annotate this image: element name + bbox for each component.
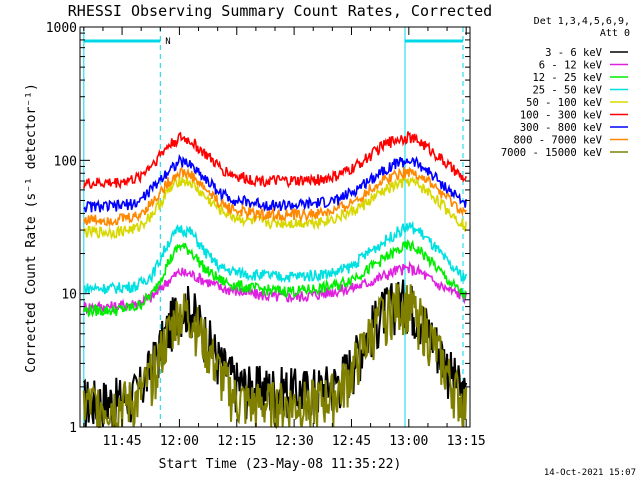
series-lines [82,131,468,430]
legend-entry-label: 300 - 800 keV [520,122,603,134]
chart-title: RHESSI Observing Summary Count Rates, Co… [68,2,492,20]
legend-entry-label: 3 - 6 keV [545,47,603,59]
series-line [83,166,467,228]
x-tick-label: 12:30 [275,434,314,449]
legend-entry-label: 100 - 300 keV [520,110,603,122]
y-tick-label: 1 [69,421,77,436]
legend-header: Att 0 [600,28,630,39]
legend-header: Det 1,3,4,5,6,9, [534,16,630,27]
series-line [83,153,467,213]
y-tick-label: 10 [61,288,77,303]
series-line [83,131,467,190]
legend-entry-label: 800 - 7000 keV [513,135,602,147]
x-tick-label: 13:00 [389,434,428,449]
x-tick-label: 11:45 [102,434,141,449]
x-tick-label: 12:00 [160,434,199,449]
series-line [83,220,467,295]
x-axis-label: Start Time (23-May-08 11:35:22) [159,457,402,472]
y-axis-label: Corrected Count Rate (s⁻¹ detector⁻¹) [24,83,39,373]
x-tick-label: 12:45 [332,434,371,449]
legend-entry-label: 50 - 100 keV [526,97,603,109]
legend-entry-label: 7000 - 15000 keV [501,147,603,159]
interval-markers: N [83,27,464,427]
series-line [83,175,467,241]
y-tick-label: 100 [54,154,77,169]
footer-timestamp: 14-Oct-2021 15:07 [544,468,636,478]
legend-entry-label: 25 - 50 keV [532,85,602,97]
x-tick-label: 13:15 [447,434,486,449]
interval-label: N [165,37,170,47]
y-axis-label-group: Corrected Count Rate (s⁻¹ detector⁻¹) [24,83,39,373]
legend-entry-label: 6 - 12 keV [539,60,603,72]
series-line [83,239,467,318]
legend-entry-label: 12 - 25 keV [532,72,602,84]
y-tick-label: 1000 [46,21,77,36]
x-tick-label: 12:15 [217,434,256,449]
axis-ticks: 11:45 12:00 12:15 12:30 12:45 13:00 13:15 1 10 10… [46,21,486,449]
